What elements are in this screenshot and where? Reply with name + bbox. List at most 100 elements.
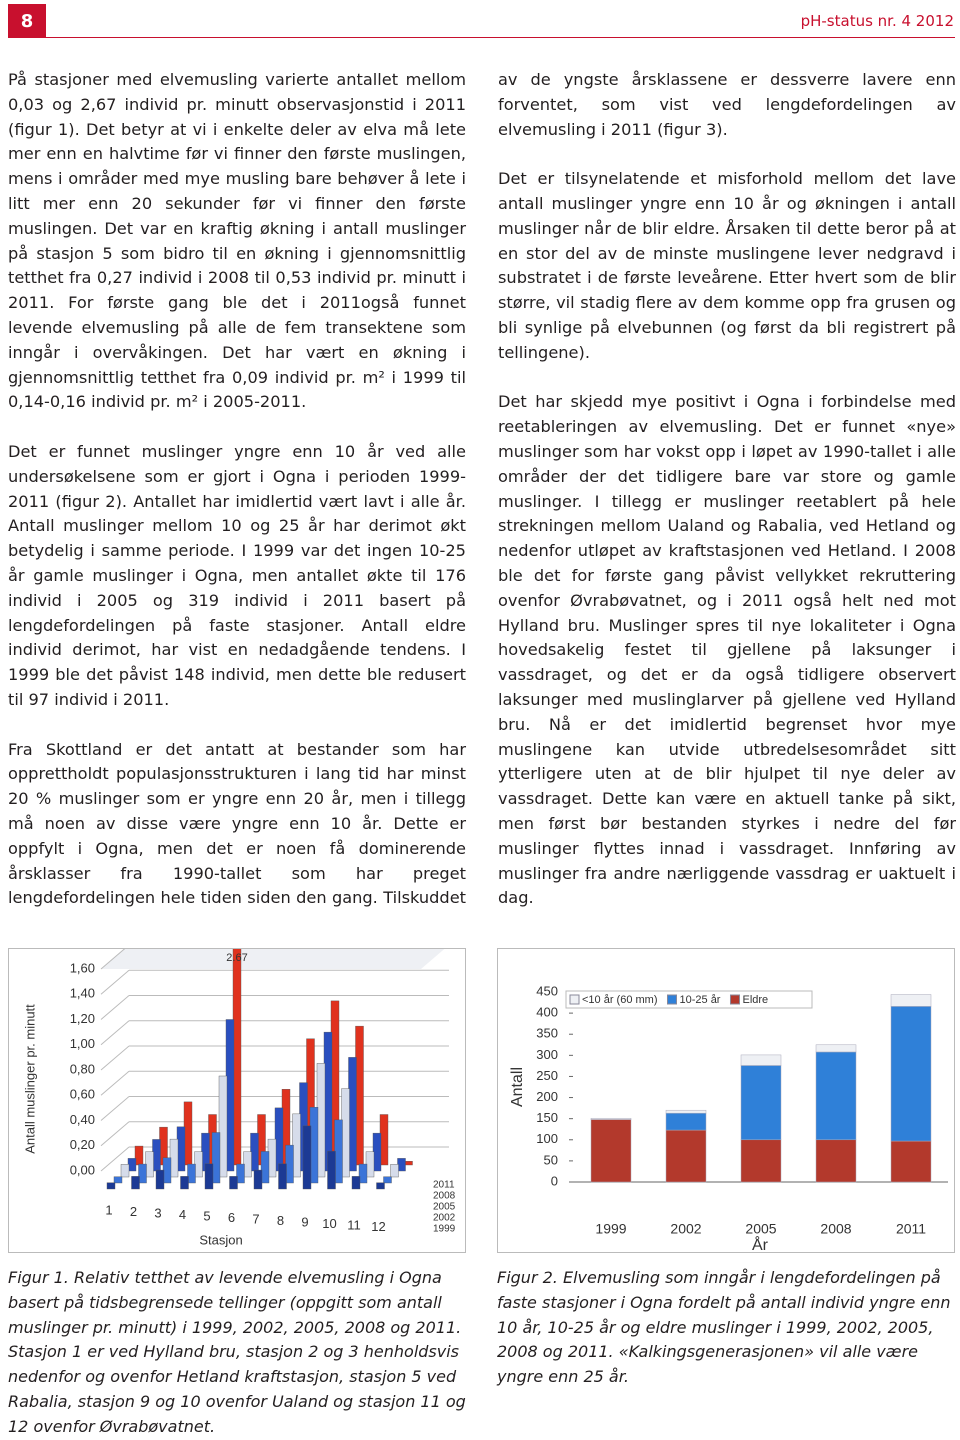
- legend-label: <10 år (60 mm): [582, 994, 658, 1006]
- y-axis-label: Antall muslinger pr. minutt: [22, 1004, 37, 1154]
- bar: [365, 1151, 375, 1178]
- grid-line: [100, 949, 126, 970]
- x-tick-label: 1999: [595, 1221, 626, 1237]
- x-tick-label: 6: [228, 1210, 235, 1225]
- bar: [218, 1075, 228, 1178]
- y-tick-label: 50: [544, 1152, 558, 1167]
- bar: [376, 1182, 385, 1190]
- x-tick-label: 4: [179, 1207, 186, 1222]
- bar: [260, 1151, 270, 1184]
- bar: [229, 1176, 238, 1190]
- legend-box: [565, 990, 813, 1009]
- y-tick-label: 1,00: [70, 1036, 95, 1051]
- y-tick-label: 0,20: [70, 1137, 95, 1152]
- bar: [351, 1176, 361, 1190]
- bar: [390, 1164, 399, 1178]
- x-tick-label: 9: [301, 1214, 308, 1229]
- grid-line: [100, 1070, 130, 1096]
- bar-segment: [665, 1112, 707, 1131]
- y-tick-label: 0,80: [70, 1061, 95, 1076]
- x-tick-label: 2008: [820, 1221, 851, 1237]
- bar: [204, 1163, 214, 1190]
- paragraph: Det er funnet muslinger yngre enn 10 år …: [8, 441, 466, 709]
- bar-segment: [815, 1051, 857, 1141]
- bar: [358, 1163, 368, 1184]
- figure-2: 0 50 100 150 200 250 300 350 400 450 Antall 1999 200…: [497, 948, 955, 1253]
- y-tick-label: 300: [536, 1047, 558, 1062]
- paragraph: Det har skjedd mye positivt i Ogna i for…: [498, 392, 956, 908]
- bar: [120, 1164, 130, 1178]
- chart: 0 50 100 150 200 250 300 350 400 450 Antall 1999 200…: [509, 983, 948, 1252]
- bar: [274, 1107, 284, 1172]
- x-axis-label: Stasjon: [199, 1232, 242, 1247]
- bar-segment: [740, 1054, 782, 1066]
- x-tick-label: 2002: [670, 1221, 701, 1237]
- x-tick-label: 11: [347, 1217, 361, 1232]
- grid-line: [100, 969, 130, 995]
- bar: [285, 1144, 294, 1184]
- y-tick-label: 200: [536, 1089, 558, 1104]
- bar-segment: [890, 994, 932, 1007]
- bar: [316, 1063, 326, 1178]
- y-tick-label: 100: [536, 1131, 558, 1146]
- grid-line: [100, 1020, 130, 1046]
- bar: [236, 1163, 245, 1184]
- x-tick-label: 2011: [896, 1221, 926, 1237]
- bar-segment: [890, 1140, 932, 1183]
- x-tick-label: 2: [130, 1204, 137, 1219]
- bar-segment: [665, 1129, 707, 1183]
- series-label: 1999: [433, 1224, 456, 1235]
- bar: [397, 1158, 406, 1172]
- bar-segment: [890, 1006, 932, 1142]
- x-tick-label: 7: [252, 1211, 259, 1226]
- bar-segment: [740, 1139, 782, 1183]
- header-rule: [46, 37, 955, 38]
- body-text: På stasjoner med elvemusling varierte an…: [8, 68, 956, 928]
- bar: [113, 1176, 123, 1184]
- y-tick-label: 400: [536, 1005, 558, 1020]
- bar: [187, 1163, 196, 1184]
- grid-line: [100, 1096, 130, 1121]
- paragraph: På stasjoner med elvemusling varierte an…: [8, 70, 466, 412]
- series-label: 2005: [433, 1202, 456, 1213]
- bar: [253, 1169, 263, 1190]
- x-tick-label: 3: [154, 1205, 161, 1220]
- annotation: 2.67: [226, 952, 247, 964]
- bar: [334, 1119, 343, 1184]
- bar: [180, 1176, 189, 1190]
- chart: 0,00 0,20 0,40 0,60 0,80 1,00 1,20 1,40 1,60 Anta…: [22, 949, 456, 1247]
- legend-swatch: [667, 994, 677, 1005]
- bar: [278, 1163, 287, 1190]
- bar: [155, 1169, 165, 1190]
- x-tick-label: 5: [203, 1208, 210, 1223]
- bar-segment: [740, 1065, 782, 1141]
- series-label: 2008: [433, 1191, 456, 1202]
- legend-label: 10-25 år: [680, 994, 721, 1006]
- bar-segment: [815, 1139, 857, 1183]
- page-number: 8: [8, 4, 46, 38]
- bar: [131, 1176, 140, 1190]
- y-tick-label: 1,20: [70, 1011, 95, 1026]
- bar: [292, 1113, 301, 1178]
- grid-line: [100, 1146, 130, 1172]
- y-tick-label: 250: [536, 1068, 558, 1083]
- legend-swatch: [569, 994, 580, 1005]
- bar-segment: [590, 1119, 632, 1183]
- bar: [267, 1138, 277, 1178]
- legend-label: Eldre: [742, 994, 768, 1006]
- y-tick-label: 350: [536, 1026, 558, 1041]
- paragraph: Det er tilsynelatende et misforhold mell…: [498, 169, 956, 362]
- y-tick-label: 0,00: [70, 1162, 95, 1177]
- bar: [138, 1163, 147, 1184]
- caption: Figur 2. Elvemusling som inngår i lengde…: [497, 1268, 951, 1387]
- caption: Figur 1. Relativ tetthet av levende elve…: [8, 1268, 466, 1436]
- bar: [106, 1182, 116, 1190]
- x-tick-label: 2005: [745, 1221, 776, 1237]
- bar-segment: [665, 1109, 707, 1114]
- grid-line: [100, 995, 130, 1020]
- chart-wall: [101, 949, 445, 969]
- paragraph: Fra Skottland er det antatt at bestander…: [8, 70, 956, 908]
- series-label: 2002: [433, 1213, 456, 1224]
- bar: [355, 1025, 364, 1166]
